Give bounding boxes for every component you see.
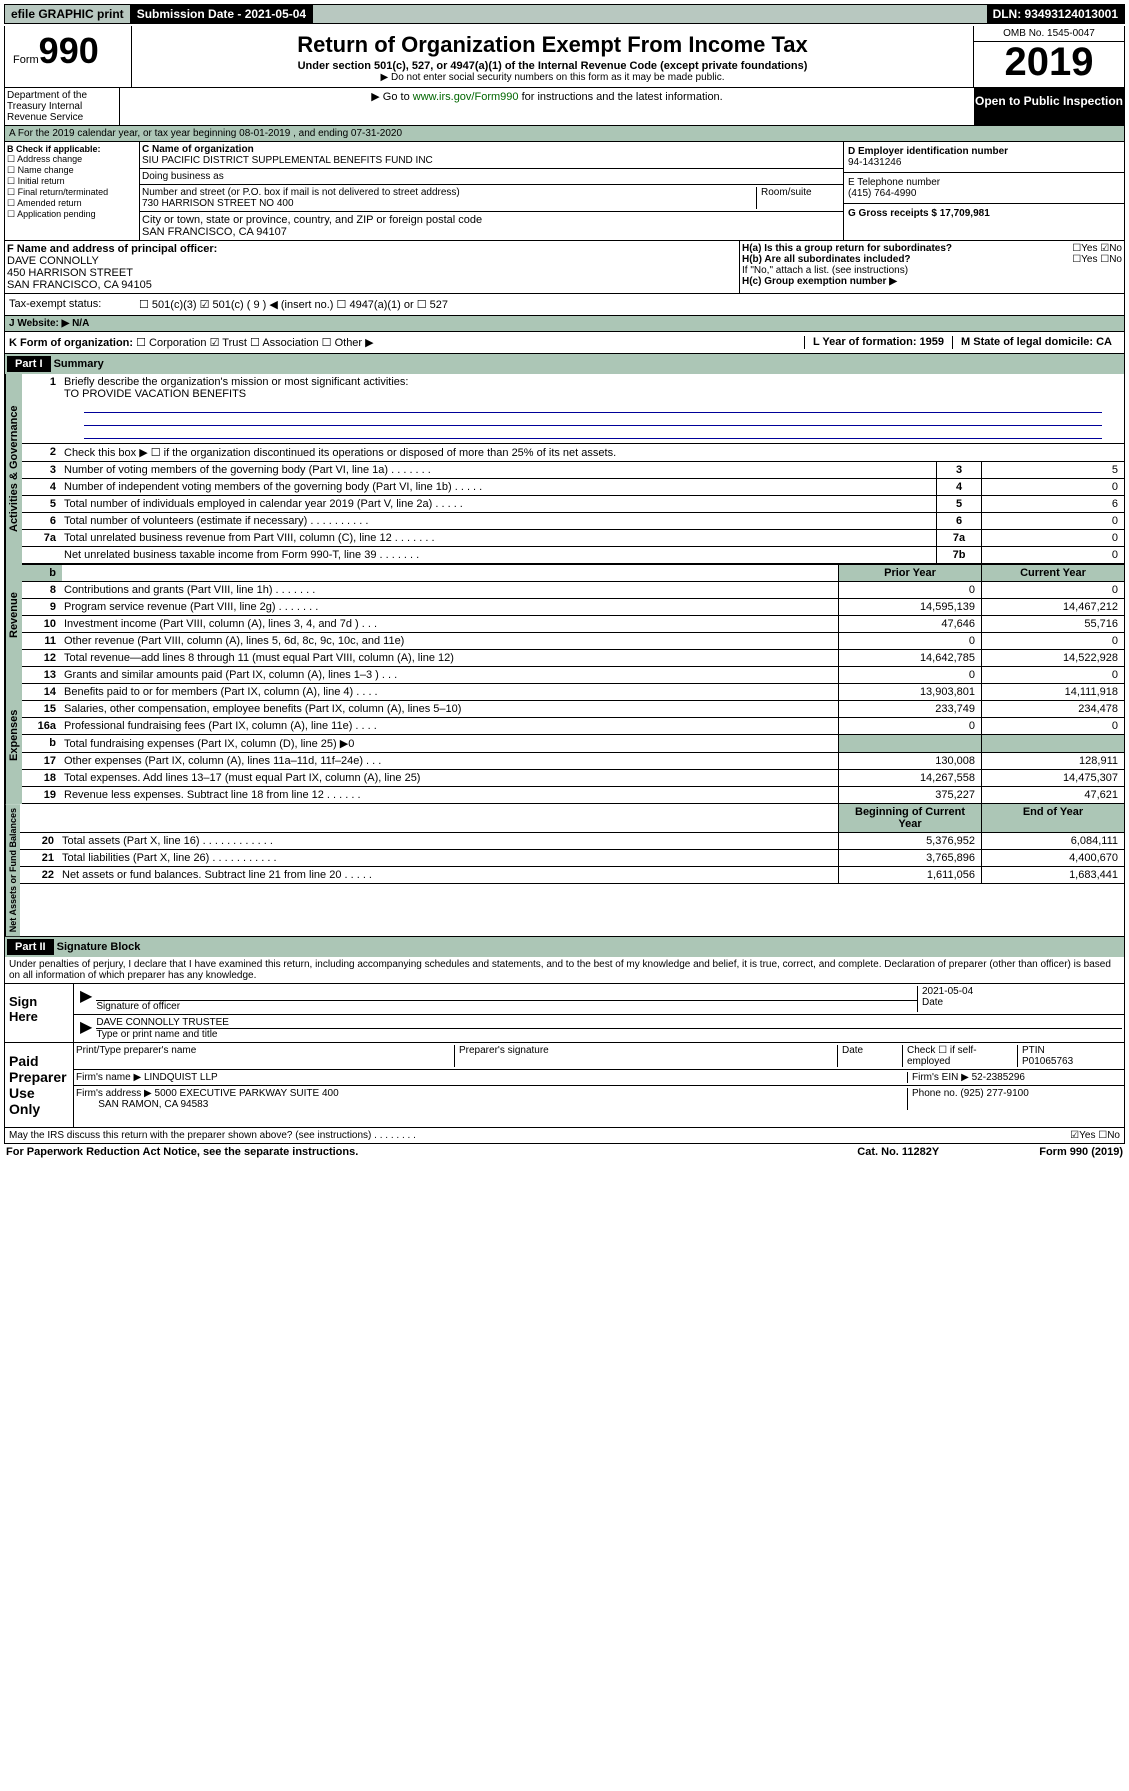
part1-header: Part I Summary bbox=[4, 354, 1125, 374]
entity-block: B Check if applicable: ☐ Address change … bbox=[4, 142, 1125, 241]
netassets-section: Net Assets or Fund Balances Beginning of… bbox=[4, 804, 1125, 937]
typed-name: DAVE CONNOLLY TRUSTEE bbox=[96, 1017, 229, 1028]
form-990: 990 bbox=[39, 30, 99, 71]
table-row: 6Total number of volunteers (estimate if… bbox=[22, 513, 1124, 530]
firm-name: LINDQUIST LLP bbox=[144, 1072, 218, 1083]
tax-exempt-row: Tax-exempt status: ☐ 501(c)(3) ☑ 501(c) … bbox=[4, 294, 1125, 316]
declaration: Under penalties of perjury, I declare th… bbox=[4, 957, 1125, 984]
table-row: 10Investment income (Part VIII, column (… bbox=[22, 616, 1124, 633]
footer: For Paperwork Reduction Act Notice, see … bbox=[4, 1144, 1125, 1160]
cb-amended[interactable]: ☐ Amended return bbox=[7, 198, 137, 209]
cb-name[interactable]: ☐ Name change bbox=[7, 165, 137, 176]
subheader: Department of the Treasury Internal Reve… bbox=[4, 88, 1125, 126]
activities-section: Activities & Governance 1Briefly describ… bbox=[4, 374, 1125, 564]
table-row: 12Total revenue—add lines 8 through 11 (… bbox=[22, 650, 1124, 667]
table-row: 9Program service revenue (Part VIII, lin… bbox=[22, 599, 1124, 616]
ptin: P01065763 bbox=[1022, 1056, 1073, 1067]
table-row: Net unrelated business taxable income fr… bbox=[22, 547, 1124, 564]
sub-date: Submission Date - 2021-05-04 bbox=[131, 5, 313, 23]
table-row: 3Number of voting members of the governi… bbox=[22, 462, 1124, 479]
efile-btn[interactable]: efile GRAPHIC print bbox=[5, 5, 131, 23]
table-row: 7aTotal unrelated business revenue from … bbox=[22, 530, 1124, 547]
org-name: SIU PACIFIC DISTRICT SUPPLEMENTAL BENEFI… bbox=[142, 155, 433, 166]
form-header: Form990 Return of Organization Exempt Fr… bbox=[4, 26, 1125, 88]
street: 730 HARRISON STREET NO 400 bbox=[142, 198, 294, 209]
dept: Department of the Treasury Internal Reve… bbox=[5, 88, 120, 125]
form-word: Form bbox=[13, 54, 39, 66]
line-k: K Form of organization: ☐ Corporation ☑ … bbox=[4, 332, 1125, 354]
discuss-row: May the IRS discuss this return with the… bbox=[4, 1128, 1125, 1144]
officer-row: F Name and address of principal officer:… bbox=[4, 241, 1125, 294]
table-row: 17Other expenses (Part IX, column (A), l… bbox=[22, 753, 1124, 770]
table-row: 22Net assets or fund balances. Subtract … bbox=[20, 867, 1124, 884]
phone: (415) 764-4990 bbox=[848, 188, 916, 199]
sign-here: Sign Here ▶Signature of officer2021-05-0… bbox=[4, 984, 1125, 1043]
revenue-section: Revenue bPrior YearCurrent Year 8Contrib… bbox=[4, 564, 1125, 667]
table-row: 18Total expenses. Add lines 13–17 (must … bbox=[22, 770, 1124, 787]
box-b: B Check if applicable: ☐ Address change … bbox=[5, 142, 140, 240]
cb-pending[interactable]: ☐ Application pending bbox=[7, 209, 137, 220]
irs-link[interactable]: www.irs.gov/Form990 bbox=[413, 91, 519, 103]
tax-year: 2019 bbox=[974, 42, 1124, 82]
dba: Doing business as bbox=[140, 169, 843, 185]
table-row: 11Other revenue (Part VIII, column (A), … bbox=[22, 633, 1124, 650]
goto: ▶ Go to www.irs.gov/Form990 for instruct… bbox=[120, 88, 974, 125]
top-bar: efile GRAPHIC print Submission Date - 20… bbox=[4, 4, 1125, 24]
table-row: 4Number of independent voting members of… bbox=[22, 479, 1124, 496]
form-title: Return of Organization Exempt From Incom… bbox=[138, 32, 967, 58]
table-row: 21Total liabilities (Part X, line 26) . … bbox=[20, 850, 1124, 867]
table-row: 8Contributions and grants (Part VIII, li… bbox=[22, 582, 1124, 599]
table-row: 19Revenue less expenses. Subtract line 1… bbox=[22, 787, 1124, 804]
website-j: J Website: ▶ N/A bbox=[4, 316, 1125, 332]
paid-preparer: Paid Preparer Use Only Print/Type prepar… bbox=[4, 1043, 1125, 1128]
part2-header: Part II Signature Block bbox=[4, 937, 1125, 957]
line-a: A For the 2019 calendar year, or tax yea… bbox=[4, 126, 1125, 142]
gross: G Gross receipts $ 17,709,981 bbox=[848, 208, 990, 219]
table-row: bTotal fundraising expenses (Part IX, co… bbox=[22, 735, 1124, 753]
note1: ▶ Do not enter social security numbers o… bbox=[136, 72, 969, 83]
cb-address[interactable]: ☐ Address change bbox=[7, 154, 137, 165]
cb-final[interactable]: ☐ Final return/terminated bbox=[7, 187, 137, 198]
table-row: 20Total assets (Part X, line 16) . . . .… bbox=[20, 833, 1124, 850]
mission: TO PROVIDE VACATION BENEFITS bbox=[64, 388, 246, 400]
table-row: 15Salaries, other compensation, employee… bbox=[22, 701, 1124, 718]
table-row: 16aProfessional fundraising fees (Part I… bbox=[22, 718, 1124, 735]
table-row: 13Grants and similar amounts paid (Part … bbox=[22, 667, 1124, 684]
open-public: Open to Public Inspection bbox=[974, 88, 1124, 125]
table-row: 5Total number of individuals employed in… bbox=[22, 496, 1124, 513]
table-row: 14Benefits paid to or for members (Part … bbox=[22, 684, 1124, 701]
city: SAN FRANCISCO, CA 94107 bbox=[142, 226, 287, 238]
subtitle: Under section 501(c), 527, or 4947(a)(1)… bbox=[136, 60, 969, 72]
dln: DLN: 93493124013001 bbox=[987, 5, 1124, 23]
officer-name: DAVE CONNOLLY bbox=[7, 255, 99, 267]
cb-initial[interactable]: ☐ Initial return bbox=[7, 176, 137, 187]
ein: 94-1431246 bbox=[848, 157, 901, 168]
expenses-section: Expenses 13Grants and similar amounts pa… bbox=[4, 667, 1125, 804]
